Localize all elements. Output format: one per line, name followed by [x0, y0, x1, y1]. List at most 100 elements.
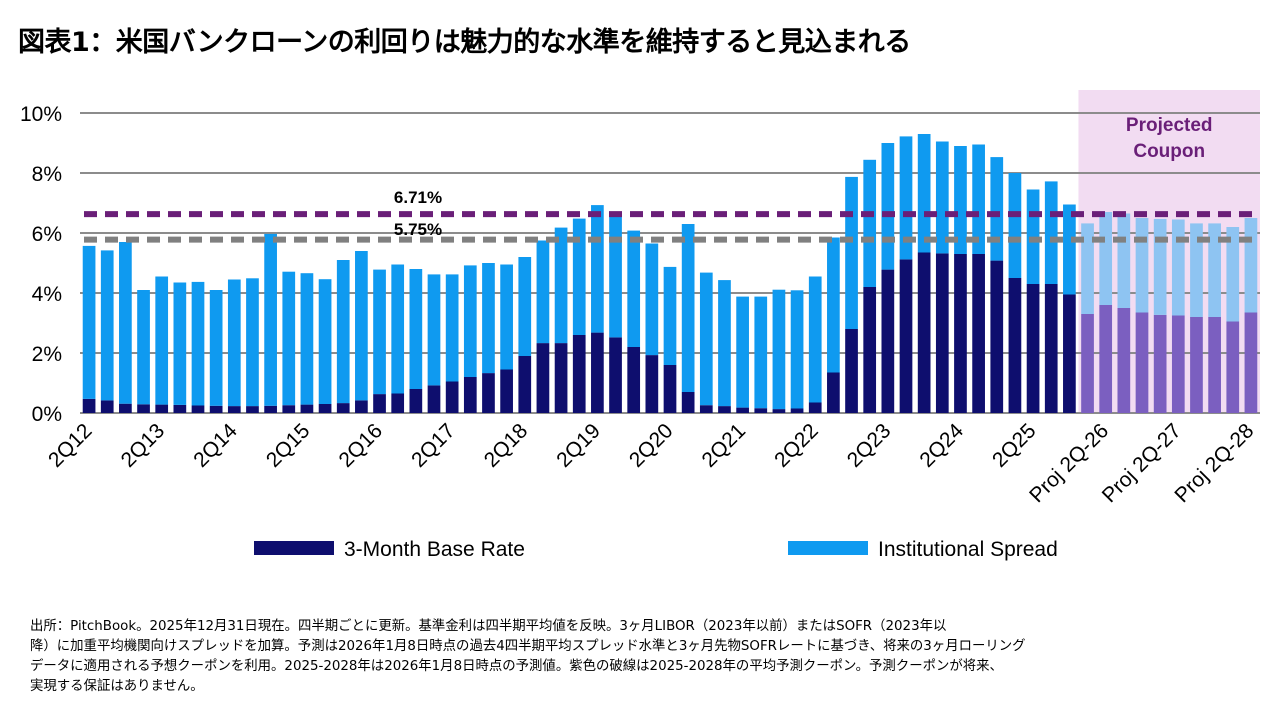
bar-base-rate	[1044, 284, 1058, 413]
bar-spread	[772, 289, 786, 410]
bar-base-rate	[191, 405, 205, 413]
bar-base-rate	[463, 377, 477, 413]
x-tick-label: 2Q15	[262, 419, 315, 472]
legend-label: 3-Month Base Rate	[344, 538, 525, 561]
bar-base-rate	[227, 406, 241, 413]
legend-swatch	[254, 541, 334, 555]
bar-base-rate	[863, 287, 877, 413]
bar-spread	[427, 274, 441, 386]
bar-spread	[1190, 223, 1203, 317]
x-tick-label: 2Q18	[480, 419, 533, 472]
bar-base-rate	[627, 347, 641, 413]
bar-spread	[845, 176, 858, 329]
bar-spread	[282, 271, 296, 406]
bar-base-rate	[591, 332, 604, 413]
bar-spread	[482, 263, 495, 374]
bar-spread	[373, 269, 386, 395]
bar-base-rate	[990, 260, 1004, 413]
reference-line-label: 6.71%	[394, 188, 442, 207]
bar-base-rate	[282, 405, 296, 413]
bar-base-rate	[1244, 312, 1258, 413]
bar-spread	[663, 266, 677, 365]
bar-spread	[1244, 218, 1258, 313]
bar-base-rate	[554, 343, 568, 413]
bar-base-rate	[137, 404, 150, 413]
bar-base-rate	[336, 403, 350, 413]
x-tick-label: 2Q17	[407, 419, 460, 472]
bar-base-rate	[1153, 314, 1167, 413]
bar-spread	[935, 141, 949, 254]
x-tick-label: 2Q20	[625, 419, 678, 472]
bar-base-rate	[1208, 317, 1221, 413]
bar-spread	[300, 273, 314, 405]
bar-spread	[409, 269, 423, 389]
bar-base-rate	[790, 408, 804, 413]
bar-spread	[318, 279, 332, 404]
bar-spread	[445, 274, 459, 382]
bar-spread	[100, 250, 114, 401]
bar-spread	[355, 251, 368, 401]
bar-spread	[954, 146, 967, 254]
bar-spread	[391, 264, 405, 394]
x-tick-label: 2Q14	[189, 419, 242, 472]
bar-base-rate	[119, 403, 132, 413]
bar-base-rate	[881, 269, 895, 413]
bar-spread	[1063, 204, 1076, 295]
footnote-line: 降）に加重平均機関向けスプレッドを加算。予測は2026年1月8日時点の過去4四半…	[30, 639, 1026, 654]
bar-base-rate	[409, 389, 423, 413]
x-tick-label: 2Q16	[334, 419, 387, 472]
bar-spread	[1226, 227, 1240, 322]
bar-spread	[82, 245, 96, 399]
bar-spread	[699, 272, 713, 406]
bar-spread	[754, 296, 768, 409]
y-tick-label: 8%	[32, 163, 62, 186]
bar-base-rate	[772, 409, 786, 413]
bar-spread	[609, 214, 622, 338]
bar-spread	[790, 290, 804, 409]
bar-spread	[1008, 173, 1022, 278]
bar-base-rate	[972, 254, 985, 413]
bar-spread	[518, 257, 532, 356]
bar-spread	[627, 230, 641, 347]
bar-spread	[863, 159, 877, 287]
bar-base-rate	[355, 400, 368, 413]
bar-base-rate	[899, 259, 913, 413]
bar-spread	[463, 265, 477, 377]
bar-base-rate	[246, 406, 259, 413]
bar-spread	[209, 290, 223, 406]
bar-base-rate	[300, 404, 314, 413]
bar-spread	[808, 276, 822, 403]
x-tick-label: 2Q21	[698, 419, 751, 472]
bar-spread	[645, 243, 659, 356]
footnote-line: 実現する保証はありません。	[30, 679, 204, 694]
bar-base-rate	[1026, 284, 1040, 413]
bar-base-rate	[1117, 308, 1131, 413]
bar-spread	[827, 237, 840, 373]
bar-base-rate	[518, 356, 532, 413]
bar-spread	[1153, 218, 1167, 315]
legend-label: Institutional Spread	[878, 538, 1058, 561]
bar-base-rate	[699, 405, 713, 413]
bar-spread	[246, 278, 259, 407]
bar-spread	[1171, 219, 1185, 316]
bar-base-rate	[155, 404, 169, 413]
bar-spread	[264, 233, 277, 406]
bar-base-rate	[681, 392, 695, 413]
bar-base-rate	[500, 369, 513, 413]
footnote-line: 出所：PitchBook。2025年12月31日現在。四半期ごとに更新。基準金利…	[30, 619, 947, 634]
bar-spread	[881, 143, 895, 270]
y-tick-label: 6%	[32, 223, 62, 246]
bar-base-rate	[445, 381, 459, 413]
bar-base-rate	[1008, 278, 1022, 413]
bar-base-rate	[827, 372, 840, 413]
y-tick-label: 0%	[32, 403, 62, 426]
bar-spread	[736, 296, 749, 408]
bar-base-rate	[100, 400, 114, 413]
bar-base-rate	[264, 405, 277, 413]
bar-base-rate	[572, 335, 586, 413]
bar-base-rate	[754, 408, 768, 413]
y-tick-label: 2%	[32, 343, 62, 366]
bar-spread	[1099, 212, 1113, 305]
bar-base-rate	[917, 252, 931, 413]
y-tick-label: 10%	[20, 103, 62, 126]
